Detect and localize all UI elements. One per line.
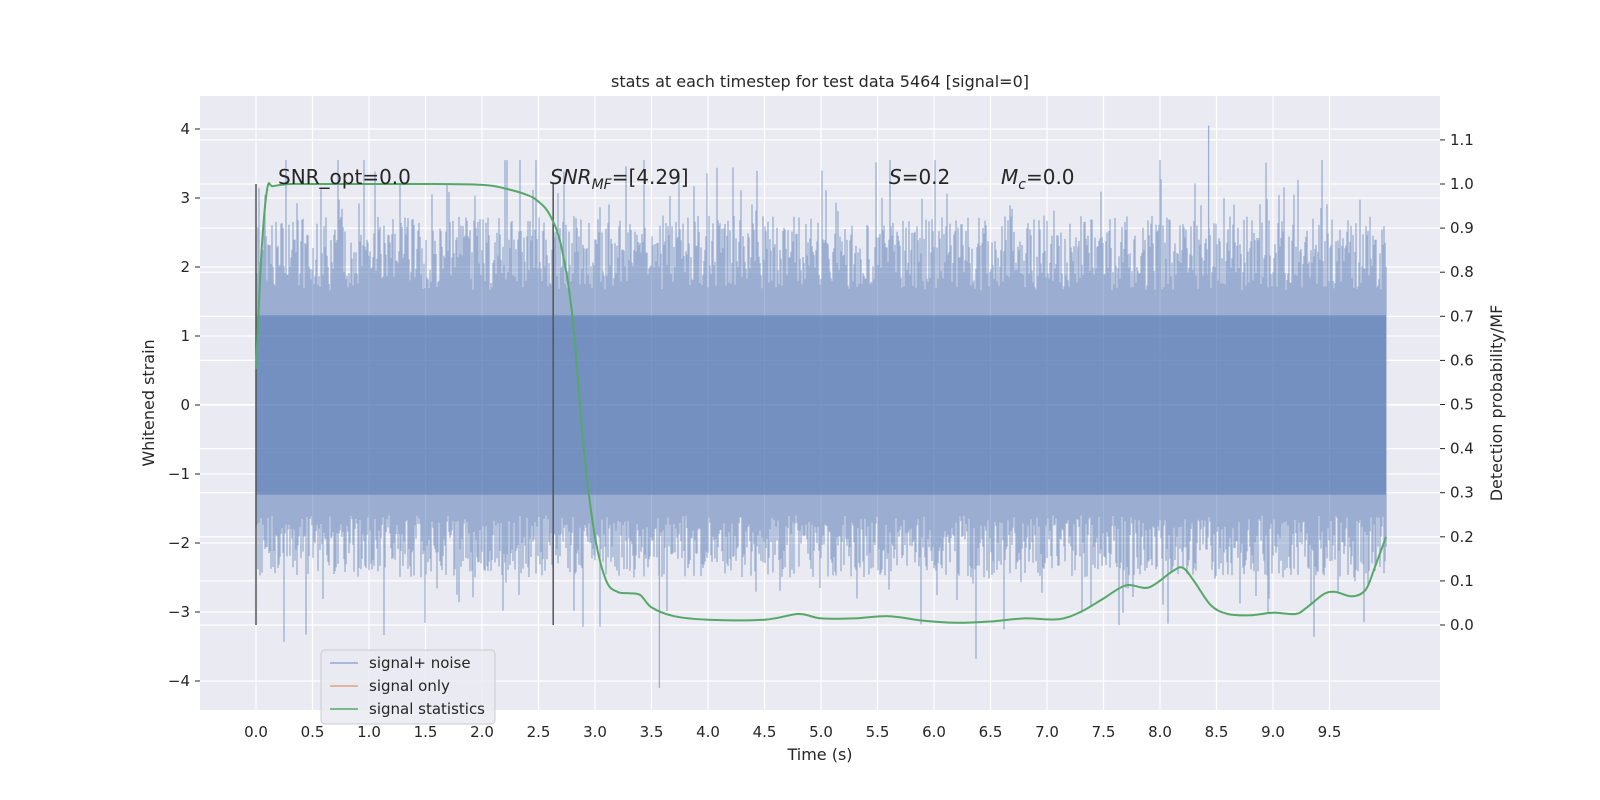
x-tick-label: 6.5 bbox=[979, 723, 1003, 741]
x-tick-label: 5.5 bbox=[866, 723, 890, 741]
y-tick-label-right: 0.8 bbox=[1450, 263, 1474, 281]
y-tick-label-left: 2 bbox=[180, 258, 190, 276]
x-tick-label: 1.5 bbox=[414, 723, 438, 741]
y-tick-label-left: −4 bbox=[168, 672, 190, 690]
annotation-mc: Mc=0.0 bbox=[1001, 165, 1075, 193]
annotation-s: S=0.2 bbox=[889, 165, 950, 189]
y-tick-label-left: 0 bbox=[180, 396, 190, 414]
x-tick-label: 9.0 bbox=[1261, 723, 1285, 741]
y-tick-label-right: 0.4 bbox=[1450, 440, 1474, 458]
x-tick-label: 8.0 bbox=[1148, 723, 1172, 741]
annotation-snr-mf-main: SNR bbox=[550, 165, 592, 189]
x-tick-label: 6.0 bbox=[922, 723, 946, 741]
legend-box bbox=[320, 649, 496, 725]
y-tick-label-right: 0.7 bbox=[1450, 307, 1474, 325]
y-tick-label-right: 0.3 bbox=[1450, 484, 1474, 502]
x-tick-label: 8.5 bbox=[1205, 723, 1229, 741]
series-signal-plus-noise bbox=[255, 125, 1387, 688]
y-axis-label-left: Whitened strain bbox=[139, 339, 158, 466]
y-tick-label-left: −3 bbox=[168, 603, 190, 621]
y-tick-label-right: 0.6 bbox=[1450, 351, 1474, 369]
x-tick-label: 4.5 bbox=[753, 723, 777, 741]
annotation-s-value: =0.2 bbox=[902, 165, 951, 189]
y-tick-label-right: 0.0 bbox=[1450, 616, 1474, 634]
annotation-snr-mf: SNRMF=[4.29] bbox=[550, 165, 689, 193]
x-tick-label: 2.5 bbox=[527, 723, 551, 741]
series-signal-statistics bbox=[255, 182, 1387, 624]
x-tick-label: 9.5 bbox=[1318, 723, 1342, 741]
y-tick-label-right: 0.2 bbox=[1450, 528, 1474, 546]
y-tick-label-right: 1.0 bbox=[1450, 175, 1474, 193]
x-tick-label: 5.0 bbox=[809, 723, 833, 741]
y-tick-label-left: 3 bbox=[180, 189, 190, 207]
x-tick-label: 7.0 bbox=[1035, 723, 1059, 741]
x-tick-label: 0.0 bbox=[244, 723, 268, 741]
y-tick-label-left: 4 bbox=[180, 120, 190, 138]
x-tick-label: 7.5 bbox=[1092, 723, 1116, 741]
chart-title: stats at each timestep for test data 546… bbox=[611, 72, 1029, 91]
legend: signal+ noise signal only signal statist… bbox=[320, 649, 496, 725]
y-tick-label-left: −2 bbox=[168, 534, 190, 552]
legend-label-signal-statistics: signal statistics bbox=[369, 700, 485, 718]
x-tick-label: 2.0 bbox=[470, 723, 494, 741]
vertical-lines bbox=[255, 184, 554, 625]
annotation-mc-sub: c bbox=[1018, 177, 1026, 193]
annotation-snr-mf-value: =[4.29] bbox=[612, 165, 689, 189]
x-tick-label: 4.0 bbox=[696, 723, 720, 741]
y-tick-label-left: −1 bbox=[168, 465, 190, 483]
y-axis-label-right: Detection probability/MF bbox=[1487, 305, 1506, 502]
legend-label-signal-only: signal only bbox=[369, 677, 450, 695]
annotation-snr-mf-sub: MF bbox=[592, 177, 613, 193]
y-tick-label-left: 1 bbox=[180, 327, 190, 345]
annotation-snr-opt: SNR_opt=0.0 bbox=[278, 165, 411, 189]
y-tick-label-right: 1.1 bbox=[1450, 131, 1474, 149]
signal-statistics-line bbox=[255, 182, 1387, 624]
annotation-mc-value: =0.0 bbox=[1026, 165, 1075, 189]
x-tick-label: 0.5 bbox=[301, 723, 325, 741]
annotation-mc-main: M bbox=[1001, 165, 1018, 189]
x-tick-label: 3.5 bbox=[640, 723, 664, 741]
y-tick-label-right: 0.5 bbox=[1450, 396, 1474, 414]
x-tick-label: 3.0 bbox=[583, 723, 607, 741]
axis-ticks: 0.0 0.5 1.0 1.5 2.0 2.5 3.0 3.5 4.0 4.5 5.0 5.5 6.0 6… bbox=[168, 120, 1474, 741]
annotation-s-main: S bbox=[889, 165, 902, 189]
x-tick-label: 1.0 bbox=[357, 723, 381, 741]
x-axis-label: Time (s) bbox=[786, 745, 852, 764]
legend-label-signal-plus-noise: signal+ noise bbox=[369, 654, 471, 672]
y-tick-label-right: 0.1 bbox=[1450, 572, 1474, 590]
y-tick-label-right: 0.9 bbox=[1450, 219, 1474, 237]
